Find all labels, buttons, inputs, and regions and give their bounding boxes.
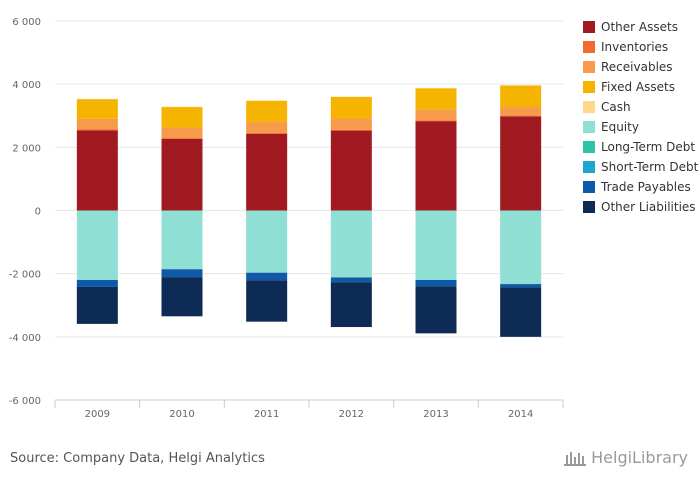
bar-segment xyxy=(500,107,542,116)
legend-swatch xyxy=(583,41,595,53)
legend-swatch xyxy=(583,181,595,193)
bar-segment xyxy=(415,279,457,287)
bar-segment xyxy=(76,130,118,211)
bar-segment xyxy=(330,129,372,131)
y-tick-label: -6 000 xyxy=(9,396,41,407)
x-tick-label: 2011 xyxy=(254,409,279,420)
legend-label: Other Assets xyxy=(601,20,678,34)
x-tick-label: 2009 xyxy=(85,409,110,420)
legend: Other Assets Inventories Receivables Fixed … xyxy=(583,17,698,217)
bar-segment xyxy=(76,118,118,130)
bar-segment xyxy=(330,282,372,328)
bar-segment xyxy=(415,88,457,110)
bar-segment xyxy=(500,210,542,285)
y-axis: 6 000 4 000 2 000 0 -2 000 -4 000 -6 000 xyxy=(9,17,41,407)
bar-segment xyxy=(330,210,372,278)
bar-segment xyxy=(76,286,118,324)
source-note: Source: Company Data, Helgi Analytics xyxy=(10,451,265,466)
legend-label: Equity xyxy=(601,120,639,134)
brand-logo: HelgiLibrary xyxy=(563,448,688,467)
bar-segment xyxy=(76,279,118,287)
bar-segment xyxy=(161,277,203,317)
y-tick-label: -4 000 xyxy=(9,333,41,344)
legend-label: Receivables xyxy=(601,60,673,74)
legend-item[interactable]: Other Liabilities xyxy=(583,197,698,217)
legend-swatch xyxy=(583,61,595,73)
bar-segment xyxy=(330,96,372,119)
x-tick-label: 2010 xyxy=(169,409,194,420)
legend-item[interactable]: Inventories xyxy=(583,37,698,57)
legend-item[interactable]: Receivables xyxy=(583,57,698,77)
y-tick-label: 0 xyxy=(35,207,41,218)
legend-label: Trade Payables xyxy=(601,180,691,194)
bar-segment xyxy=(161,107,203,128)
bar-segment xyxy=(76,99,118,119)
legend-item[interactable]: Trade Payables xyxy=(583,177,698,197)
y-tick-label: 6 000 xyxy=(12,17,41,28)
legend-item[interactable]: Equity xyxy=(583,117,698,137)
bar-segment xyxy=(246,133,288,211)
bar-segment xyxy=(246,121,288,133)
bar-segment xyxy=(500,284,542,288)
bar-segment xyxy=(246,132,288,134)
legend-item[interactable]: Fixed Assets xyxy=(583,77,698,97)
x-tick-label: 2013 xyxy=(423,409,448,420)
bar-segment xyxy=(415,121,457,211)
bar-segment xyxy=(330,277,372,283)
bar-segment xyxy=(500,115,542,117)
legend-label: Short-Term Debt xyxy=(601,160,699,174)
bar-segment xyxy=(246,280,288,322)
bar-segment xyxy=(415,210,457,280)
bar-segment xyxy=(415,120,457,122)
x-axis: 2009 2010 2011 2012 2013 2014 xyxy=(54,399,564,420)
legend-label: Long-Term Debt xyxy=(601,140,696,154)
legend-swatch xyxy=(583,81,595,93)
legend-item[interactable]: Cash xyxy=(583,97,698,117)
legend-item[interactable]: Long-Term Debt xyxy=(583,137,698,157)
legend-item[interactable]: Short-Term Debt xyxy=(583,157,698,177)
bar-segment xyxy=(415,109,457,121)
bar-segment xyxy=(246,100,288,122)
y-tick-label: 4 000 xyxy=(12,80,41,91)
legend-item[interactable]: Other Assets xyxy=(583,17,698,37)
bar-segment xyxy=(500,287,542,337)
bar-segment xyxy=(161,138,203,139)
bar-segment xyxy=(246,272,288,281)
bar-segment xyxy=(161,138,203,211)
y-tick-label: -2 000 xyxy=(9,270,41,281)
bar-segment xyxy=(161,127,203,139)
grid-lines xyxy=(55,20,563,338)
legend-swatch xyxy=(583,121,595,133)
bar-segment xyxy=(76,210,118,280)
bar-segment xyxy=(330,118,372,130)
legend-swatch xyxy=(583,21,595,33)
legend-swatch xyxy=(583,161,595,173)
bar-segment xyxy=(161,210,203,270)
legend-label: Other Liabilities xyxy=(601,200,696,214)
legend-swatch xyxy=(583,101,595,113)
legend-swatch xyxy=(583,141,595,153)
bar-segment xyxy=(500,85,542,108)
y-tick-label: 2 000 xyxy=(12,143,41,154)
bar-segment xyxy=(330,130,372,211)
brand-name: HelgiLibrary xyxy=(591,448,688,467)
legend-label: Fixed Assets xyxy=(601,80,675,94)
x-tick-label: 2012 xyxy=(339,409,364,420)
legend-label: Inventories xyxy=(601,40,669,54)
bar-segment xyxy=(161,269,203,278)
bar-segment xyxy=(415,286,457,334)
bar-segment xyxy=(246,210,288,273)
bar-segment xyxy=(76,129,118,131)
legend-swatch xyxy=(583,201,595,213)
library-icon xyxy=(564,451,587,466)
bar-stacks xyxy=(76,85,542,337)
bar-segment xyxy=(500,116,542,211)
legend-label: Cash xyxy=(601,100,631,114)
x-tick-label: 2014 xyxy=(508,409,533,420)
